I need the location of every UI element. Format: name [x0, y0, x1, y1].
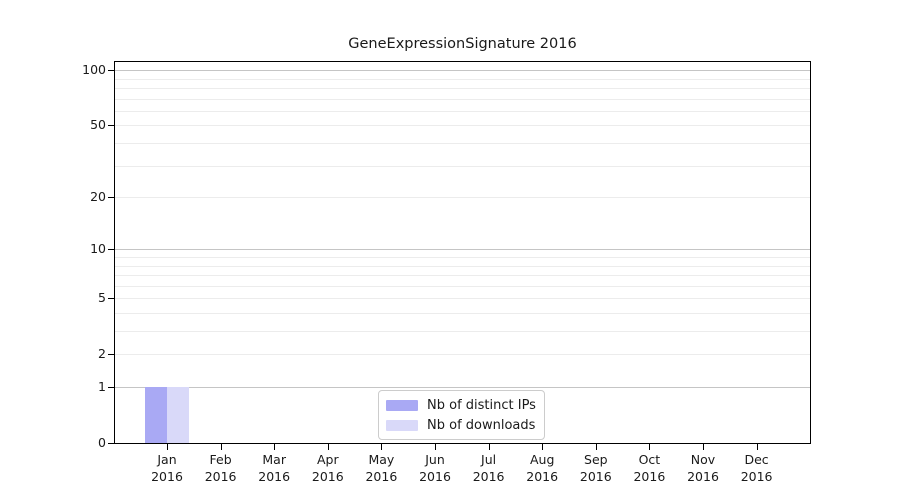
legend: Nb of distinct IPs Nb of downloads — [378, 390, 545, 440]
x-tick-label-jun: Jun 2016 — [400, 452, 470, 485]
x-tick-label-apr: Apr 2016 — [293, 452, 363, 485]
x-tick-label-dec: Dec 2016 — [722, 452, 792, 485]
month-name: Jan — [157, 452, 177, 467]
month-year: 2016 — [419, 468, 451, 484]
y-tick-label-2: 2 — [98, 346, 106, 362]
legend-swatch-distinct-ips — [386, 399, 418, 411]
gridline-minor-3 — [115, 331, 810, 332]
gridline-minor-4 — [115, 313, 810, 314]
x-tick-jun — [435, 444, 436, 450]
x-tick-oct — [649, 444, 651, 450]
month-year: 2016 — [365, 468, 398, 484]
x-tick-jul — [488, 444, 490, 450]
x-tick-label-mar: Mar 2016 — [239, 452, 309, 485]
x-tick-may — [381, 444, 383, 450]
y-tick-label-50: 50 — [90, 117, 106, 133]
y-tick-100 — [108, 70, 115, 72]
month-name: Mar — [262, 452, 286, 467]
month-name: May — [368, 452, 395, 467]
month-name: Nov — [690, 452, 716, 467]
legend-label-distinct-ips: Nb of distinct IPs — [427, 397, 536, 413]
x-tick-label-jan: Jan 2016 — [132, 452, 202, 485]
x-tick-jan — [167, 444, 168, 450]
y-tick-label-0: 0 — [98, 435, 106, 450]
x-tick-apr — [327, 444, 329, 450]
y-tick-label-10: 10 — [90, 241, 106, 257]
gridline-minor-90 — [115, 78, 810, 80]
gridline-minor-50 — [115, 125, 810, 127]
gridline-minor-60 — [115, 110, 810, 112]
x-tick-nov — [703, 444, 704, 450]
y-tick-5 — [108, 298, 115, 300]
month-year: 2016 — [258, 468, 291, 484]
month-year: 2016 — [311, 468, 344, 484]
x-tick-aug — [542, 444, 544, 450]
x-tick-feb — [220, 444, 222, 450]
month-name: Feb — [209, 452, 232, 467]
x-tick-label-sep: Sep 2016 — [561, 452, 631, 485]
month-name: Jul — [481, 452, 497, 467]
month-name: Dec — [744, 452, 769, 467]
legend-entry-distinct-ips: Nb of distinct IPs — [386, 395, 536, 415]
y-tick-label-100: 100 — [82, 62, 106, 78]
month-year: 2016 — [526, 468, 559, 484]
y-tick-label-1: 1 — [98, 379, 106, 394]
gridline-major-100 — [115, 70, 810, 72]
y-tick-2 — [108, 354, 115, 356]
x-tick-label-feb: Feb 2016 — [186, 452, 256, 485]
month-name: Sep — [584, 452, 608, 467]
month-year: 2016 — [740, 468, 773, 484]
plot-area — [114, 61, 811, 444]
month-year: 2016 — [472, 468, 505, 484]
x-tick-label-nov: Nov 2016 — [668, 452, 738, 485]
x-tick-label-jul: Jul 2016 — [454, 452, 524, 485]
legend-label-downloads: Nb of downloads — [427, 417, 536, 433]
y-tick-10 — [108, 249, 115, 251]
month-year: 2016 — [633, 468, 666, 484]
x-tick-label-aug: Aug 2016 — [507, 452, 577, 485]
x-tick-dec — [756, 444, 758, 450]
y-tick-label-20: 20 — [90, 189, 106, 205]
y-tick-1 — [108, 387, 115, 388]
month-name: Oct — [638, 452, 661, 467]
y-tick-50 — [108, 125, 115, 127]
x-tick-label-may: May 2016 — [346, 452, 416, 485]
gridline-major-1 — [115, 387, 810, 388]
gridline-minor-30 — [115, 165, 810, 167]
x-tick-sep — [595, 444, 597, 450]
gridline-minor-80 — [115, 88, 810, 89]
gridline-minor-70 — [115, 98, 810, 100]
gridline-minor-20 — [115, 197, 810, 199]
x-tick-mar — [274, 444, 276, 450]
gridline-minor-2 — [115, 354, 810, 356]
month-year: 2016 — [151, 468, 183, 484]
month-name: Jun — [425, 452, 445, 467]
month-name: Aug — [529, 452, 555, 467]
gridline-minor-9 — [115, 257, 810, 258]
y-tick-0 — [108, 443, 115, 444]
month-year: 2016 — [687, 468, 719, 484]
month-name: Apr — [316, 452, 339, 467]
gridline-minor-40 — [115, 143, 810, 144]
month-year: 2016 — [204, 468, 237, 484]
month-year: 2016 — [579, 468, 612, 484]
legend-swatch-downloads — [386, 419, 418, 431]
gridline-minor-6 — [115, 285, 810, 287]
bar-nb-of-downloads-jan — [167, 387, 189, 443]
gridline-major-10 — [115, 249, 810, 251]
gridline-minor-7 — [115, 275, 810, 276]
legend-entry-downloads: Nb of downloads — [386, 415, 536, 435]
y-tick-label-5: 5 — [98, 290, 106, 306]
bar-nb-of-distinct-ips-jan — [145, 387, 167, 443]
gridline-minor-5 — [115, 298, 810, 300]
chart-title: GeneExpressionSignature 2016 — [348, 36, 577, 52]
gridline-minor-8 — [115, 265, 810, 267]
x-tick-label-oct: Oct 2016 — [614, 452, 684, 485]
y-tick-20 — [108, 197, 115, 199]
